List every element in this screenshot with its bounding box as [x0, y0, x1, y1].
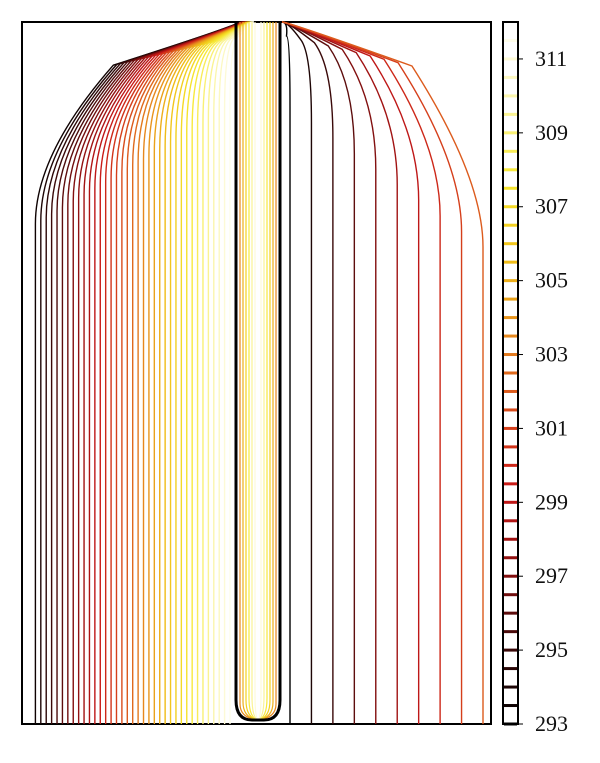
colorbar-levels — [504, 38, 517, 726]
colorbar-tick-label-5: 301 — [535, 415, 568, 440]
colorbar-tick-label-1: 309 — [535, 120, 568, 145]
colorbar-tick-label-8: 295 — [535, 637, 568, 662]
contour-right-9 — [281, 21, 484, 724]
colorbar-tick-label-6: 299 — [535, 489, 568, 514]
colorbar-tick-label-0: 311 — [535, 46, 567, 71]
colorbar-tick-label-3: 305 — [535, 268, 568, 293]
colorbar-tick-label-7: 297 — [535, 563, 568, 588]
contour-lines — [34, 21, 484, 724]
colorbar-tick-label-2: 307 — [535, 194, 568, 219]
colorbar-ticks: 311 309 307 305 303 301 299 297 295 293 — [518, 46, 568, 736]
colorbar-tick-label-4: 303 — [535, 342, 568, 367]
heater-rod — [234, 22, 282, 722]
colorbar-tick-label-9: 293 — [535, 711, 568, 736]
